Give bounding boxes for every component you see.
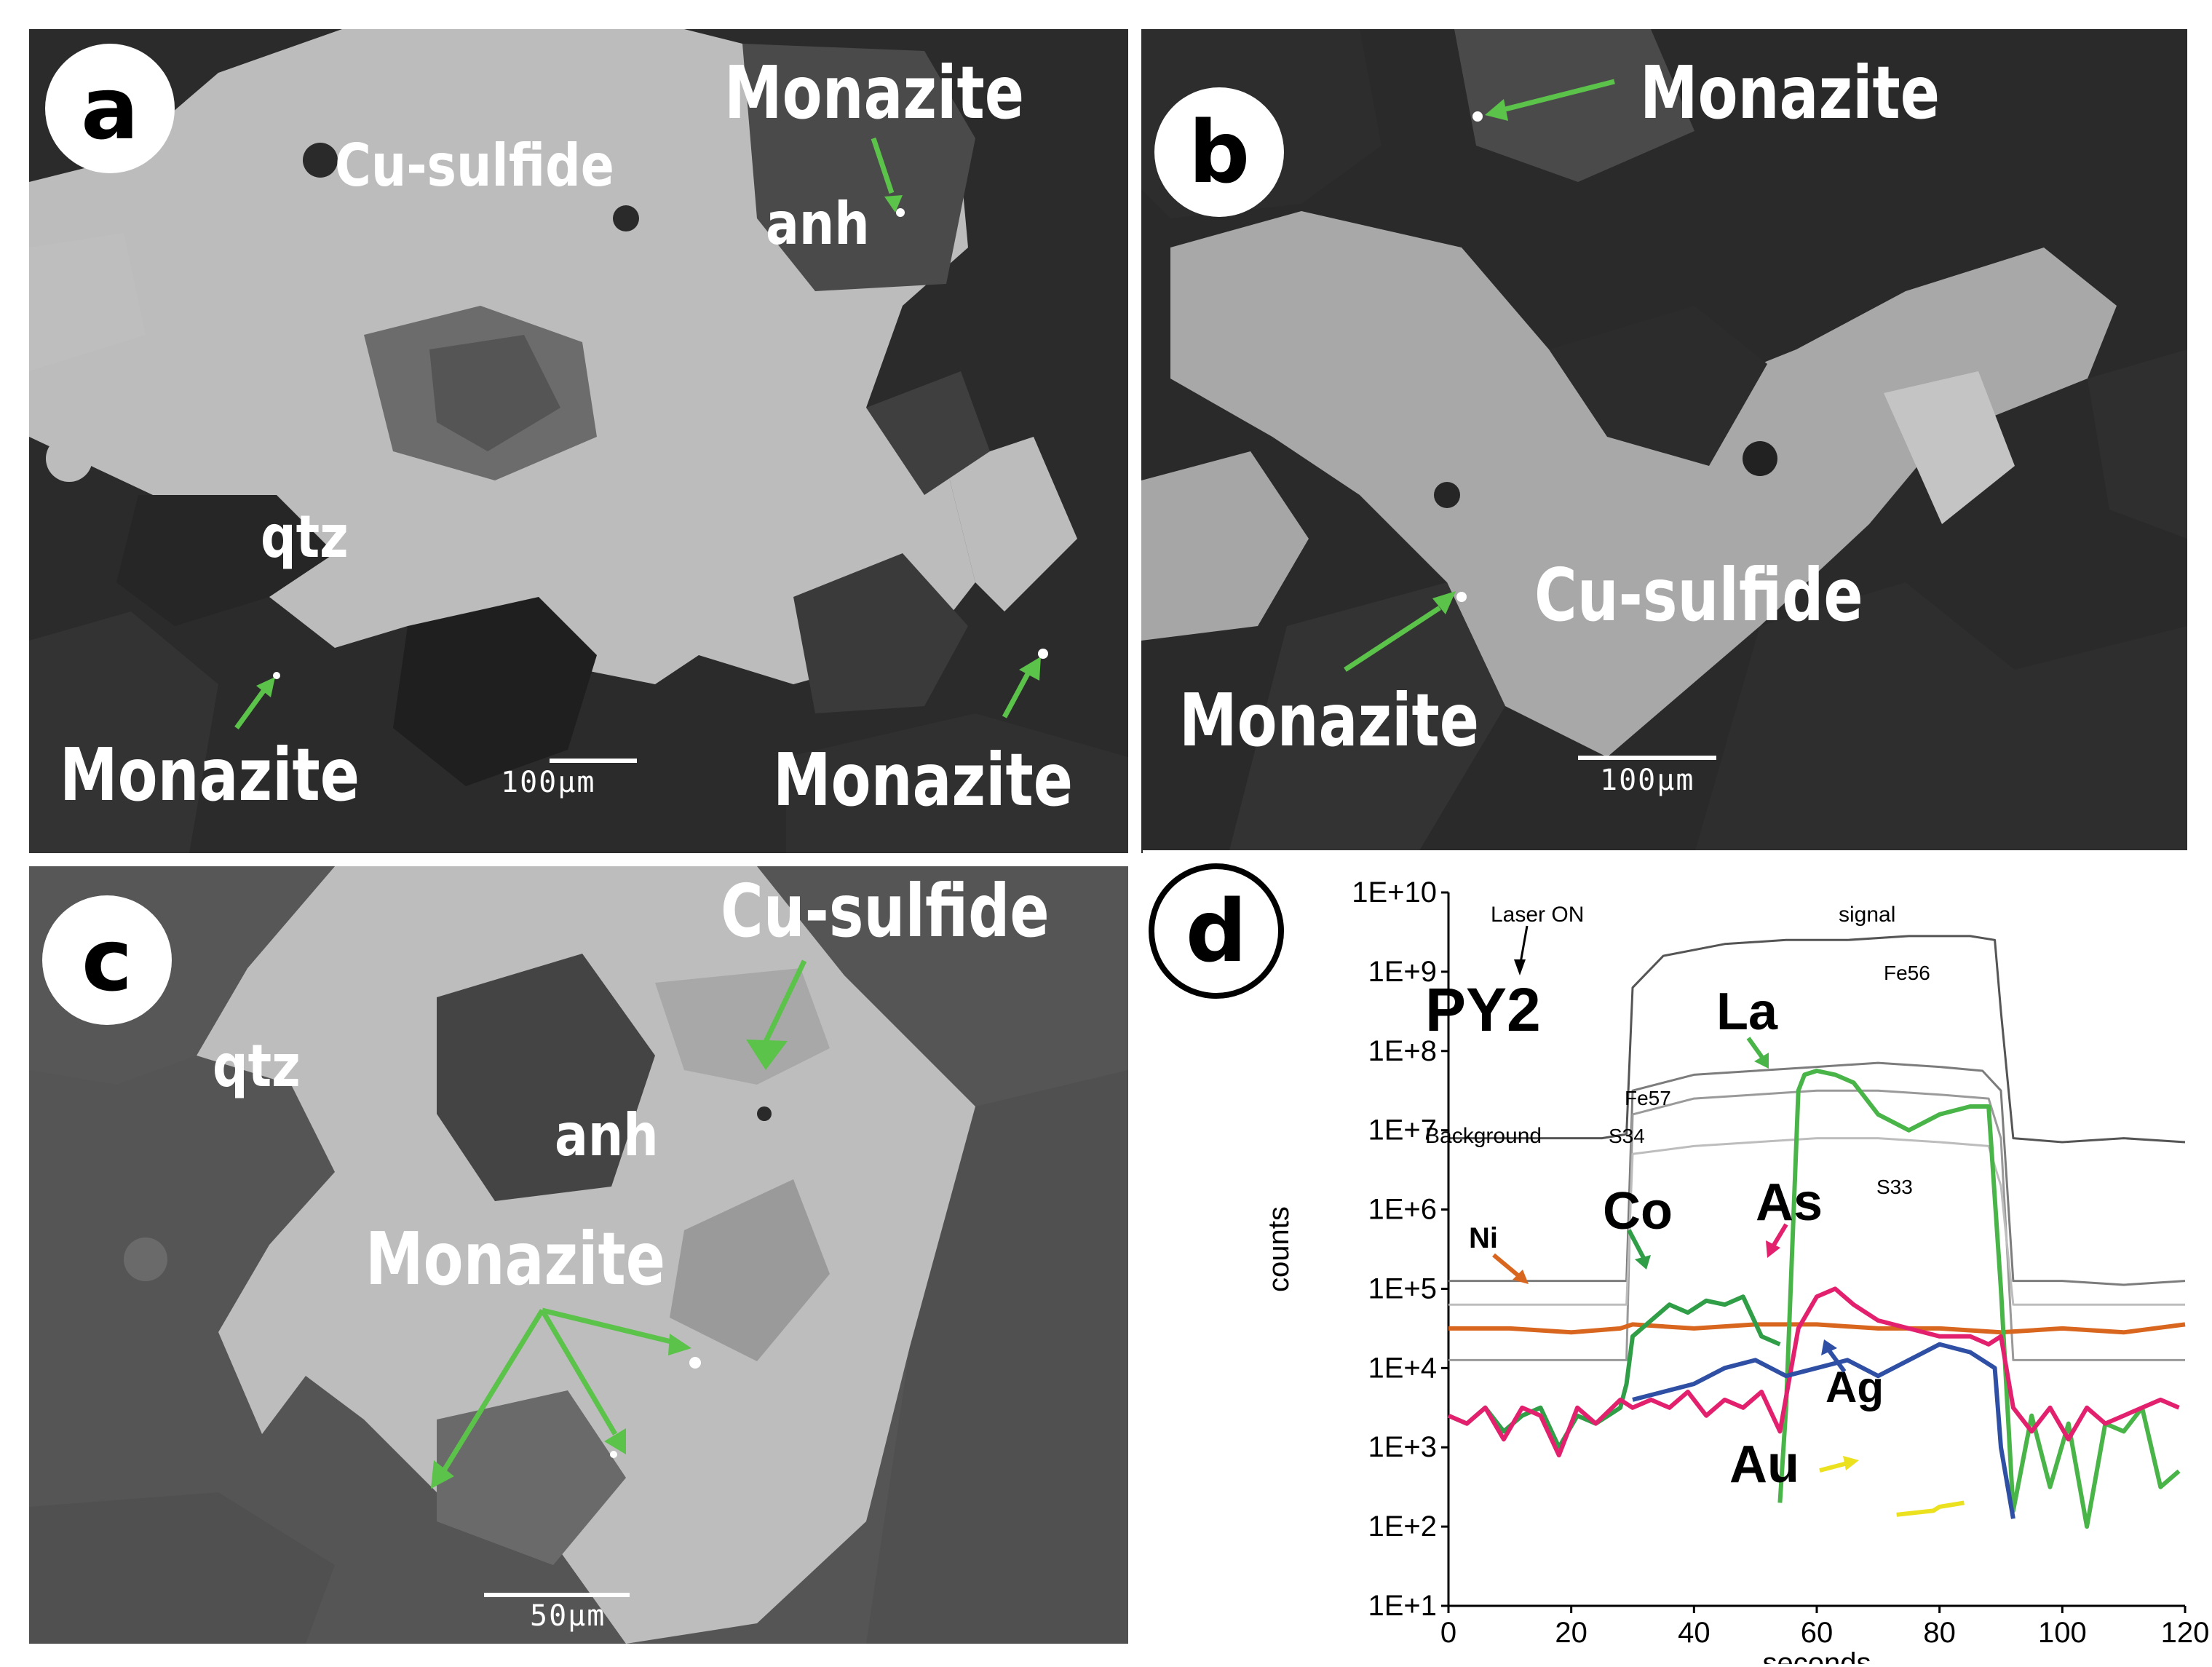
- y-tick-label: 1E+6: [1368, 1194, 1437, 1226]
- series-line-au: [1896, 1500, 1965, 1517]
- series-line-fe57: [1448, 1061, 2186, 1286]
- panel-b-scale-label: 100μm: [1600, 764, 1695, 797]
- panel-a-letter: a: [45, 44, 175, 173]
- y-tick-label: 1E+9: [1368, 956, 1437, 988]
- y-tick-label: 1E+8: [1368, 1035, 1437, 1067]
- series-line-fe56: [1448, 935, 2186, 1144]
- signal-label: signal: [1839, 903, 1895, 927]
- panel-c-sem-image: c Cu-sulfide qtz anh Monazite 50μm: [29, 866, 1128, 1644]
- anh-label: anh: [766, 190, 870, 258]
- monazite-label-bottom-left: Monazite: [60, 732, 360, 817]
- series-line-s33: [1448, 1137, 2185, 1306]
- fe56-label: Fe56: [1884, 962, 1930, 984]
- laser-on-label: Laser ON: [1491, 903, 1584, 927]
- panel-c-letter: c: [42, 895, 172, 1025]
- chart-axes: 1E+1 1E+2 1E+3 1E+4 1E+5 1E+6 1E+7 1E+8 1E+9 1E+1…: [1263, 876, 2210, 1667]
- panel-c-scale-bar: [484, 1593, 630, 1597]
- cu-sulfide-label: Cu-sulfide: [1534, 553, 1863, 638]
- panel-a-scale-label: 100μm: [501, 766, 596, 799]
- s33-label: S33: [1876, 1176, 1913, 1198]
- monazite-label: Monazite: [365, 1216, 665, 1302]
- panel-a-scale-bar: [550, 759, 637, 763]
- y-axis-title: counts: [1263, 1206, 1295, 1292]
- y-tick-label: 1E+5: [1368, 1272, 1437, 1304]
- monazite-label-bottom-right: Monazite: [773, 737, 1073, 823]
- y-tick-label: 1E+4: [1368, 1352, 1437, 1384]
- monazite-label-bottom: Monazite: [1179, 678, 1479, 763]
- background-label: Background: [1425, 1124, 1542, 1148]
- panel-b-sem-image: b Monazite Cu-sulfide Monazite 100μm: [1141, 29, 2187, 853]
- panel-c-scale-label: 50μm: [530, 1599, 606, 1633]
- x-tick-label: 40: [1678, 1617, 1710, 1649]
- panel-a-sem-image: a Cu-sulfide Monazite anh qtz Monazite M…: [29, 29, 1128, 853]
- panel-b-texture: [1141, 29, 2187, 853]
- y-tick-label: 1E+2: [1368, 1510, 1437, 1543]
- x-tick-label: 80: [1923, 1617, 1956, 1649]
- la-label: La: [1716, 983, 1778, 1041]
- monazite-label-top: Monazite: [724, 50, 1024, 135]
- panel-b-scale-bar: [1578, 756, 1716, 760]
- x-tick-label: 100: [2038, 1617, 2087, 1649]
- fe57-label: Fe57: [1625, 1087, 1671, 1109]
- as-label: As: [1756, 1173, 1823, 1232]
- y-tick-label: 1E+1: [1368, 1590, 1437, 1622]
- monazite-label-top: Monazite: [1640, 50, 1940, 135]
- y-tick-label: 1E+3: [1368, 1431, 1437, 1463]
- series-line-as: [1447, 1286, 2180, 1458]
- panel-d-laser-ablation-chart: d 1E+1 1E+2 1E+3 1E+4 1E+5 1E+6 1E+7 1E+8 1E+9 1E…: [1143, 850, 2212, 1667]
- panel-d-letter: d: [1149, 863, 1284, 999]
- annotation-arrows: [1492, 925, 1859, 1473]
- anh-label: anh: [555, 1101, 659, 1169]
- series-line-ni: [1448, 1322, 2186, 1335]
- sample-label: PY2: [1425, 975, 1541, 1044]
- x-axis-title: seconds: [1763, 1647, 1871, 1664]
- ag-label: Ag: [1826, 1363, 1884, 1411]
- chart-series: [1447, 935, 2186, 1529]
- series-line-ag: [1632, 1342, 2015, 1519]
- chart-annotations: PY2 Laser ON signal Background Fe56 Fe57…: [1425, 903, 1930, 1494]
- y-tick-label: 1E+10: [1352, 876, 1437, 908]
- qtz-label: qtz: [261, 503, 349, 571]
- co-label: Co: [1603, 1182, 1673, 1240]
- qtz-label: qtz: [213, 1032, 301, 1100]
- cu-sulfide-label: Cu-sulfide: [335, 132, 614, 199]
- cu-sulfide-label: Cu-sulfide: [721, 868, 1050, 954]
- au-label: Au: [1729, 1436, 1799, 1494]
- y-tick-label: 1E+7: [1368, 1114, 1437, 1147]
- x-tick-label: 120: [2161, 1617, 2210, 1649]
- x-tick-label: 20: [1555, 1617, 1587, 1649]
- series-line-la: [1777, 1069, 2181, 1529]
- ni-label: Ni: [1469, 1222, 1498, 1254]
- series-line-co: [1447, 1294, 1781, 1450]
- panel-b-letter: b: [1154, 87, 1284, 217]
- x-tick-label: 0: [1440, 1617, 1456, 1649]
- panel-a-texture: [29, 29, 1128, 853]
- s34-label: S34: [1609, 1125, 1645, 1147]
- chart-plot: 1E+1 1E+2 1E+3 1E+4 1E+5 1E+6 1E+7 1E+8 1E+9 1E+1…: [1263, 876, 2210, 1667]
- x-tick-label: 60: [1801, 1617, 1834, 1649]
